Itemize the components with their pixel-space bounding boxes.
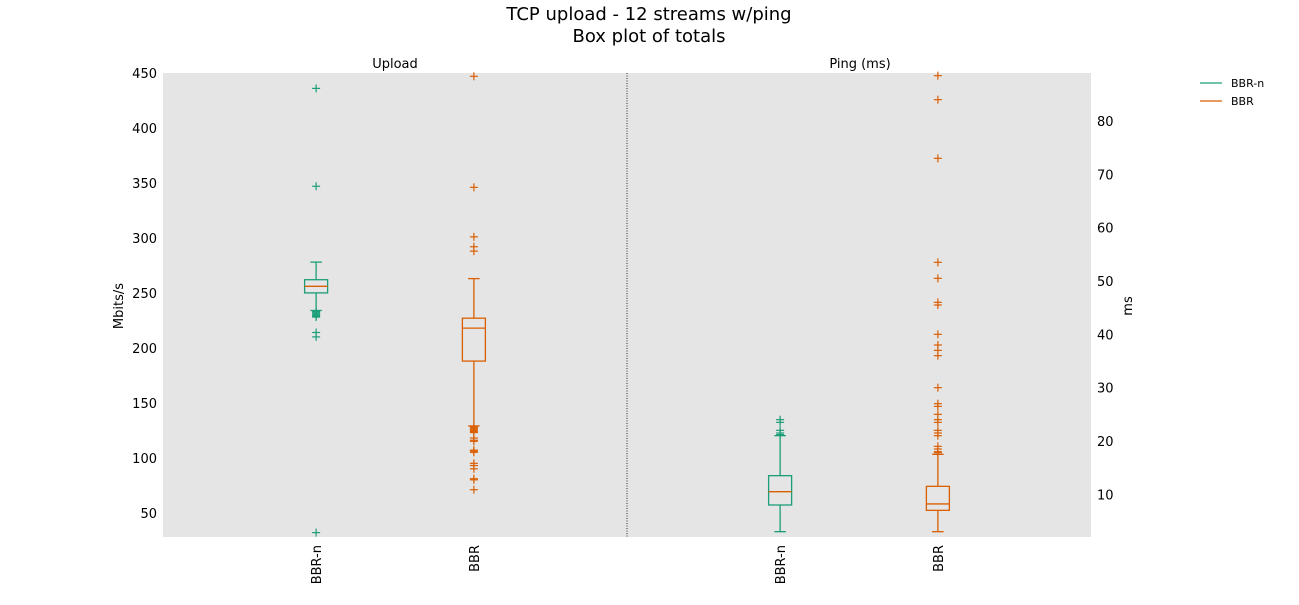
y-tick-label-upload-3: 200	[132, 342, 157, 357]
flier-ping-bbr-1	[933, 95, 942, 104]
y-tick-label-upload-5: 300	[132, 232, 157, 247]
box-upload-bbr-n	[303, 84, 329, 537]
flier-ping-bbr-4	[933, 274, 942, 283]
flier-upload-bbr-n-7	[312, 313, 321, 322]
box-series	[303, 71, 951, 537]
x-tick-label-upload-bbr: BBR	[468, 545, 483, 572]
box-body-ping-bbr-n	[767, 475, 793, 506]
box-body-ping-bbr	[925, 485, 951, 511]
flier-ping-bbr-10	[933, 351, 942, 360]
x-tick-label-ping-bbr: BBR	[932, 545, 947, 572]
y-tick-label-upload-2: 150	[132, 397, 157, 412]
flier-ping-bbr-11	[933, 383, 942, 392]
y-tick-label-upload-7: 400	[132, 122, 157, 137]
flier-upload-bbr-2	[469, 232, 478, 241]
panel-title-upload: Upload	[372, 57, 418, 72]
y-tick-label-ping-3: 40	[1097, 328, 1114, 343]
panel-title-ping: Ping (ms)	[829, 57, 890, 72]
y-tick-label-ping-1: 20	[1097, 435, 1114, 450]
flier-ping-bbr-19	[933, 431, 942, 440]
box-ping-bbr-n	[767, 415, 793, 533]
box-body-upload-bbr	[461, 317, 487, 362]
plot-background	[163, 73, 1091, 537]
axis-ticks: 50 100 150 200 250 300 350 400 450 BBR-n BBR 10 20 30…	[132, 67, 1113, 584]
flier-ping-bbr-6	[933, 301, 942, 309]
flier-upload-bbr-21	[469, 475, 478, 484]
y-tick-label-ping-5: 60	[1097, 222, 1114, 237]
y-tick-label-ping-0: 10	[1097, 488, 1114, 503]
y-tick-label-upload-0: 50	[140, 507, 157, 522]
box-ping-bbr	[925, 71, 951, 533]
y-tick-label-upload-8: 450	[132, 67, 157, 82]
y-tick-label-upload-6: 350	[132, 177, 157, 192]
flier-ping-bbr-16	[933, 418, 942, 427]
flier-upload-bbr-16	[469, 448, 478, 457]
y-axis-label-left: Mbits/s	[112, 283, 127, 329]
y-axis-label-right: ms	[1121, 296, 1136, 316]
flier-upload-bbr-13	[469, 437, 478, 446]
flier-ping-bbr-0	[933, 71, 942, 80]
flier-upload-bbr-n-10	[312, 528, 321, 537]
legend-label-bbr-n: BBR-n	[1231, 77, 1264, 90]
flier-upload-bbr-19	[469, 464, 478, 473]
box-upload-bbr	[461, 72, 487, 494]
y-tick-label-ping-2: 30	[1097, 382, 1114, 397]
flier-ping-bbr-3	[933, 258, 942, 267]
x-tick-label-ping-bbr-n: BBR-n	[774, 545, 789, 584]
y-tick-label-upload-4: 250	[132, 287, 157, 302]
y-tick-label-ping-7: 80	[1097, 115, 1114, 130]
y-tick-label-ping-6: 70	[1097, 168, 1114, 183]
flier-ping-bbr-n-4	[776, 430, 785, 439]
flier-upload-bbr-4	[469, 247, 478, 256]
y-tick-label-upload-1: 100	[132, 452, 157, 467]
flier-upload-bbr-1	[469, 183, 478, 192]
flier-upload-bbr-0	[469, 72, 478, 81]
flier-ping-bbr-7	[933, 330, 942, 339]
flier-upload-bbr-22	[469, 485, 478, 494]
x-tick-label-upload-bbr-n: BBR-n	[310, 545, 325, 584]
chart-title: TCP upload - 12 streams w/ping	[505, 4, 791, 25]
y-tick-label-ping-4: 50	[1097, 275, 1114, 290]
flier-upload-bbr-n-1	[312, 182, 321, 191]
flier-ping-bbr-13	[933, 402, 942, 411]
flier-upload-bbr-n-9	[312, 332, 321, 341]
flier-ping-bbr-2	[933, 154, 942, 163]
legend-label-bbr: BBR	[1231, 95, 1254, 108]
flier-ping-bbr-n-1	[776, 418, 785, 427]
chart-subtitle: Box plot of totals	[572, 26, 725, 47]
legend: BBR-n BBR	[1200, 77, 1264, 108]
flier-ping-bbr-23	[933, 448, 942, 457]
flier-upload-bbr-n-0	[312, 84, 321, 93]
